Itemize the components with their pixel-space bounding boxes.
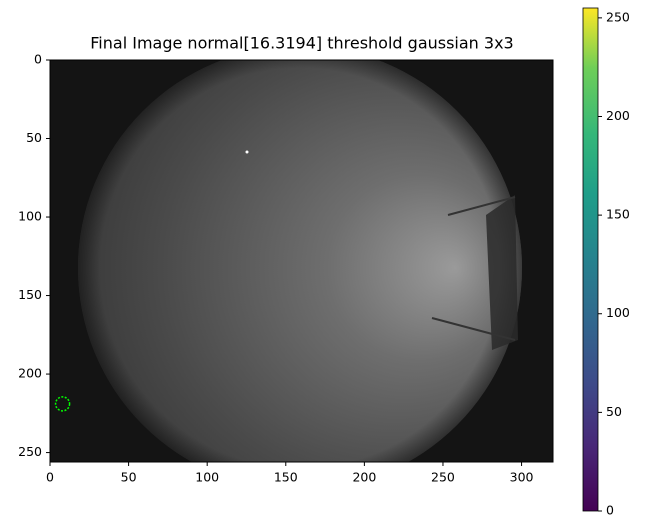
colorbar-tick-label: 250 <box>606 9 630 24</box>
colorbar-tick-label: 200 <box>606 108 630 123</box>
chart-title: Final Image normal[16.3194] threshold ga… <box>90 34 513 53</box>
x-tick-label: 300 <box>510 470 534 485</box>
x-tick-label: 0 <box>46 470 54 485</box>
x-tick-label: 100 <box>195 470 219 485</box>
colorbar-tick-label: 100 <box>606 305 630 320</box>
x-tick-label: 50 <box>121 470 137 485</box>
axes-frame <box>49 59 554 463</box>
colorbar-tick-label: 50 <box>606 404 622 419</box>
y-tick-label: 150 <box>18 287 42 302</box>
y-tick-label: 200 <box>18 366 42 381</box>
colorbar <box>582 7 599 512</box>
y-tick-label: 50 <box>26 130 42 145</box>
colorbar-tick-label: 150 <box>606 207 630 222</box>
y-tick-label: 250 <box>18 444 42 459</box>
image <box>50 60 553 462</box>
marker <box>54 396 71 412</box>
colorbar-tick-label: 0 <box>606 503 614 518</box>
x-tick-label: 150 <box>274 470 298 485</box>
y-tick-label: 0 <box>34 52 42 67</box>
x-tick-label: 200 <box>352 470 376 485</box>
y-tick-label: 100 <box>18 209 42 224</box>
x-tick-label: 250 <box>431 470 455 485</box>
